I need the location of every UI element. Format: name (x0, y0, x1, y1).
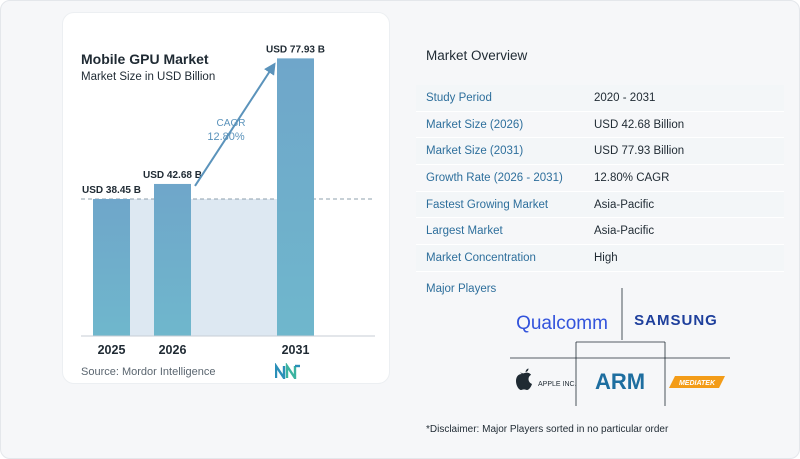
overview-row: Growth Rate (2026 - 2031) 12.80% CAGR (416, 165, 784, 192)
overview-value: Asia-Pacific (594, 198, 655, 211)
overview-key: Market Concentration (426, 251, 536, 264)
bar-chart: USD 38.45 B 2025 USD 42.68 B 2026 USD 77.93 … (81, 44, 375, 357)
cagr-value: 12.80% (207, 131, 245, 143)
data-label-2026: USD 42.68 B (143, 170, 202, 181)
source-note: Source: Mordor Intelligence (81, 366, 216, 378)
overview-value: USD 42.68 Billion (594, 118, 685, 131)
svg-text:MEDIATEK: MEDIATEK (679, 380, 716, 387)
overview-row: Fastest Growing Market Asia-Pacific (416, 191, 784, 219)
cagr-arrow (194, 62, 276, 187)
arm-logo: ARM (595, 369, 645, 394)
data-label-2031: USD 77.93 B (266, 44, 325, 55)
overview-key: Largest Market (426, 225, 503, 238)
qualcomm-logo: Qualcomm (516, 313, 608, 334)
overview-value: USD 77.93 Billion (594, 145, 685, 158)
chart-subtitle: Market Size in USD Billion (81, 71, 216, 83)
overview-key: Growth Rate (2026 - 2031) (426, 171, 563, 184)
overview-title: Market Overview (426, 48, 528, 63)
bar-2031 (277, 58, 314, 336)
chart-title: Mobile GPU Market (81, 51, 209, 67)
overview-key: Study Period (426, 91, 492, 104)
chart-card: Mobile GPU Market Market Size in USD Bil… (62, 12, 390, 384)
overview-row: Study Period 2020 - 2031 (416, 85, 784, 112)
market-overview-table: Study Period 2020 - 2031 Market Size (2026… (416, 85, 784, 272)
overview-key: Fastest Growing Market (426, 198, 549, 211)
disclaimer: *Disclaimer: Major Players sorted in no … (426, 424, 669, 435)
overview-row: Market Concentration High (416, 245, 784, 272)
overview-value: Asia-Pacific (594, 225, 655, 238)
overview-row: Market Size (2026) USD 42.68 Billion (416, 112, 784, 139)
overview-value: 2020 - 2031 (594, 91, 656, 104)
bar-2026 (154, 183, 191, 336)
major-players-label: Major Players (426, 283, 497, 295)
overview-row: Market Size (2031) USD 77.93 Billion (416, 138, 784, 166)
x-tick-2025: 2025 (98, 343, 126, 357)
mordor-intelligence-logo (275, 363, 300, 379)
overview-key: Market Size (2031) (426, 145, 524, 158)
overview-key: Market Size (2026) (426, 118, 524, 131)
apple-label: APPLE INC. (538, 381, 577, 388)
x-tick-2031: 2031 (282, 343, 310, 357)
cagr-label: CAGR (217, 118, 246, 129)
overview-row: Largest Market Asia-Pacific (416, 218, 784, 246)
apple-logo (516, 368, 532, 390)
major-players-logos: Qualcomm SAMSUNG APPLE INC. ARM MEDIATEK (510, 288, 730, 406)
mediatek-logo: MEDIATEK (669, 376, 725, 388)
samsung-logo: SAMSUNG (634, 312, 718, 329)
bar-2025 (93, 199, 130, 336)
data-label-2025: USD 38.45 B (82, 185, 141, 196)
overview-value: High (594, 251, 618, 264)
x-tick-2026: 2026 (159, 343, 187, 357)
overview-value: 12.80% CAGR (594, 171, 670, 184)
